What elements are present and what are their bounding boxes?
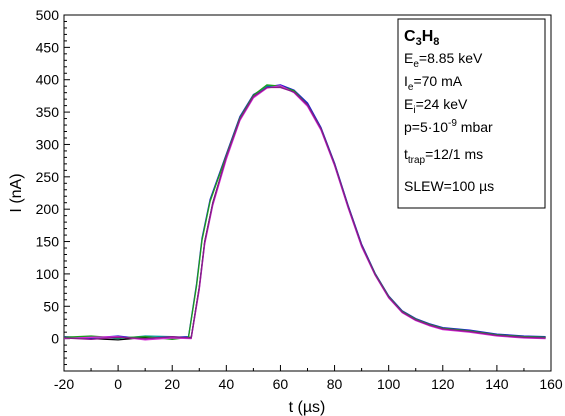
- x-tick-label: 80: [327, 376, 343, 392]
- x-tick-label: 60: [273, 376, 289, 392]
- legend-line-ie: Ie=70 mA: [404, 73, 463, 93]
- x-axis-title: t (µs): [289, 399, 326, 416]
- x-tick-label: 100: [377, 376, 401, 392]
- legend-line-pressure: p=5·10-9 mbar: [404, 118, 493, 135]
- series-group: [63, 84, 546, 341]
- y-tick-label: 400: [36, 72, 60, 88]
- y-tick-label: 350: [36, 104, 60, 120]
- x-tick-label: 0: [114, 376, 122, 392]
- y-tick-label: 300: [36, 136, 60, 152]
- legend-line-ee: Ee=8.85 keV: [404, 50, 483, 70]
- y-tick-labels: 0 50 100 150 200 250 300 350 400 450 500: [36, 7, 60, 347]
- axis-ticks: [63, 14, 552, 372]
- x-tick-labels: -20 0 20 40 60 80 100 120 140 160: [54, 376, 563, 392]
- y-axis-title: I (nA): [8, 173, 25, 212]
- x-tick-label: 40: [219, 376, 235, 392]
- y-tick-label: 500: [36, 7, 60, 23]
- y-tick-label: 250: [36, 169, 60, 185]
- y-tick-label: 150: [36, 234, 60, 250]
- y-tick-label: 200: [36, 201, 60, 217]
- x-tick-label: -20: [54, 376, 74, 392]
- legend-title: C3H8: [404, 28, 439, 48]
- y-tick-label: 50: [43, 298, 59, 314]
- legend-box: [397, 18, 546, 209]
- series-line-5: [63, 84, 546, 341]
- legend-line-ttrap: ttrap=12/1 ms: [404, 146, 483, 166]
- x-tick-label: 120: [431, 376, 455, 392]
- legend-line-slew: SLEW=100 µs: [404, 178, 494, 194]
- series-line-2: [63, 84, 546, 340]
- legend: C3H8 Ee=8.85 keV Ie=70 mA Ei=24 keV p=5·…: [397, 18, 546, 209]
- x-tick-label: 20: [164, 376, 180, 392]
- y-tick-label: 0: [51, 331, 59, 347]
- y-tick-label: 100: [36, 266, 60, 282]
- legend-line-ei: Ei=24 keV: [404, 96, 468, 116]
- y-tick-label: 450: [36, 39, 60, 55]
- x-tick-label: 140: [485, 376, 509, 392]
- series-line-6: [63, 86, 546, 340]
- x-tick-label: 160: [539, 376, 563, 392]
